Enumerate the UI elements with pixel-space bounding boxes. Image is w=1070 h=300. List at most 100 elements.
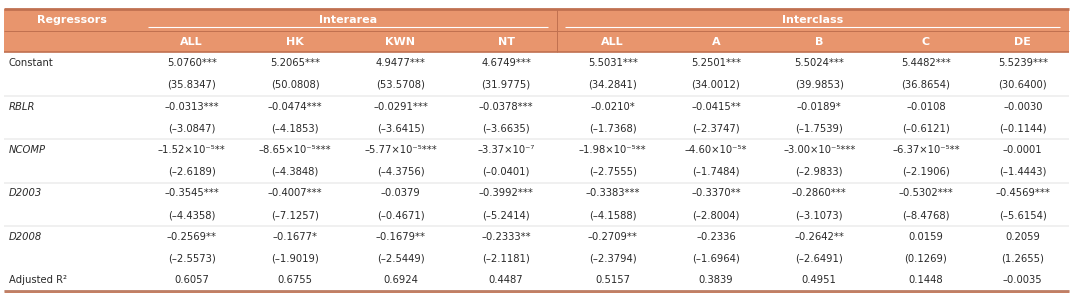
Text: (–4.1588): (–4.1588) — [588, 210, 637, 220]
Text: (–2.5449): (–2.5449) — [377, 254, 425, 263]
Bar — [4, 161, 1069, 182]
Text: C: C — [922, 37, 930, 46]
Text: (–2.1181): (–2.1181) — [483, 254, 530, 263]
Text: (–4.1853): (–4.1853) — [271, 123, 319, 133]
Text: 5.5239***: 5.5239*** — [998, 58, 1048, 68]
Text: (36.8654): (36.8654) — [901, 80, 950, 90]
Text: –0.1677*: –0.1677* — [273, 232, 318, 242]
Bar — [4, 74, 1069, 96]
Text: –0.5302***: –0.5302*** — [899, 188, 953, 198]
Text: –0.3370**: –0.3370** — [691, 188, 740, 198]
Text: (34.0012): (34.0012) — [691, 80, 740, 90]
Text: –0.3992***: –0.3992*** — [478, 188, 534, 198]
Text: –0.2569**: –0.2569** — [167, 232, 217, 242]
Text: –0.2336: –0.2336 — [697, 232, 736, 242]
Text: –0.4569***: –0.4569*** — [995, 188, 1051, 198]
Bar — [4, 226, 1069, 248]
Text: –0.0210*: –0.0210* — [591, 102, 636, 112]
Text: (–1.7484): (–1.7484) — [692, 167, 739, 177]
Text: (–2.6491): (–2.6491) — [795, 254, 843, 263]
Text: HK: HK — [286, 37, 304, 46]
Text: (–0.6121): (–0.6121) — [902, 123, 950, 133]
Text: (–2.3794): (–2.3794) — [588, 254, 637, 263]
Text: –0.0001: –0.0001 — [1003, 145, 1042, 155]
Text: (35.8347): (35.8347) — [167, 80, 216, 90]
Text: (–4.3756): (–4.3756) — [377, 167, 425, 177]
Text: –0.0379: –0.0379 — [381, 188, 421, 198]
Text: 5.5031***: 5.5031*** — [587, 58, 638, 68]
Text: –0.0291***: –0.0291*** — [373, 102, 428, 112]
Text: (–5.6154): (–5.6154) — [999, 210, 1046, 220]
Text: (31.9775): (31.9775) — [482, 80, 531, 90]
Text: RBLR: RBLR — [9, 102, 35, 112]
Text: ALL: ALL — [601, 37, 624, 46]
Text: –0.3545***: –0.3545*** — [165, 188, 219, 198]
Text: –0.0189*: –0.0189* — [797, 102, 842, 112]
Text: KWN: KWN — [385, 37, 415, 46]
Text: (–1.4443): (–1.4443) — [999, 167, 1046, 177]
Text: –0.0415**: –0.0415** — [691, 102, 740, 112]
Text: (–3.0847): (–3.0847) — [168, 123, 215, 133]
Text: 0.0159: 0.0159 — [908, 232, 944, 242]
Text: –4.60×10⁻⁵*: –4.60×10⁻⁵* — [685, 145, 747, 155]
Text: –0.0035: –0.0035 — [1003, 275, 1042, 285]
Text: –6.37×10⁻⁵**: –6.37×10⁻⁵** — [892, 145, 960, 155]
Text: 0.6924: 0.6924 — [383, 275, 418, 285]
Text: 0.6755: 0.6755 — [277, 275, 312, 285]
Text: –0.2709**: –0.2709** — [587, 232, 638, 242]
Text: (–1.7539): (–1.7539) — [795, 123, 843, 133]
Text: –0.2642**: –0.2642** — [794, 232, 844, 242]
Text: Adjusted R²: Adjusted R² — [9, 275, 66, 285]
Text: 0.4951: 0.4951 — [801, 275, 837, 285]
Text: –8.65×10⁻⁵***: –8.65×10⁻⁵*** — [259, 145, 332, 155]
Bar — [4, 9, 1069, 31]
Text: –0.2333**: –0.2333** — [482, 232, 531, 242]
Text: (–0.0401): (–0.0401) — [483, 167, 530, 177]
Text: B: B — [815, 37, 824, 46]
Text: (–1.7368): (–1.7368) — [588, 123, 637, 133]
Text: (–3.1073): (–3.1073) — [795, 210, 843, 220]
Text: NT: NT — [498, 37, 515, 46]
Text: (–2.8004): (–2.8004) — [692, 210, 739, 220]
Bar — [4, 52, 1069, 74]
Text: –0.2860***: –0.2860*** — [792, 188, 846, 198]
Bar — [4, 269, 1069, 291]
Text: Interarea: Interarea — [319, 15, 377, 25]
Text: (–0.1144): (–0.1144) — [999, 123, 1046, 133]
Text: –0.0313***: –0.0313*** — [165, 102, 219, 112]
Text: 0.3839: 0.3839 — [699, 275, 733, 285]
Text: (–5.2414): (–5.2414) — [483, 210, 530, 220]
Text: (–3.6415): (–3.6415) — [377, 123, 425, 133]
Text: 0.4487: 0.4487 — [489, 275, 523, 285]
Text: –1.52×10⁻⁵**: –1.52×10⁻⁵** — [158, 145, 226, 155]
Text: 5.4482***: 5.4482*** — [901, 58, 951, 68]
Text: 0.1448: 0.1448 — [908, 275, 944, 285]
Bar — [4, 248, 1069, 269]
Text: (0.1269): (0.1269) — [904, 254, 947, 263]
Text: (–2.1906): (–2.1906) — [902, 167, 950, 177]
Text: Regressors: Regressors — [36, 15, 107, 25]
Text: (–2.5573): (–2.5573) — [168, 254, 215, 263]
Text: (–2.9833): (–2.9833) — [795, 167, 843, 177]
Text: Constant: Constant — [9, 58, 54, 68]
Text: –3.37×10⁻⁷: –3.37×10⁻⁷ — [477, 145, 535, 155]
Text: –0.0030: –0.0030 — [1003, 102, 1042, 112]
Text: Interclass: Interclass — [782, 15, 843, 25]
Text: (50.0808): (50.0808) — [271, 80, 319, 90]
Text: ALL: ALL — [181, 37, 203, 46]
Text: (1.2655): (1.2655) — [1002, 254, 1044, 263]
Text: –0.0108: –0.0108 — [906, 102, 946, 112]
Text: 0.2059: 0.2059 — [1006, 232, 1040, 242]
Text: –5.77×10⁻⁵***: –5.77×10⁻⁵*** — [364, 145, 437, 155]
Text: D2008: D2008 — [9, 232, 42, 242]
Text: (–1.9019): (–1.9019) — [271, 254, 319, 263]
Text: (34.2841): (34.2841) — [588, 80, 637, 90]
Text: (–2.3747): (–2.3747) — [692, 123, 739, 133]
Text: 0.5157: 0.5157 — [595, 275, 630, 285]
Text: (30.6400): (30.6400) — [998, 80, 1048, 90]
Text: 5.0760***: 5.0760*** — [167, 58, 216, 68]
Text: (–1.6964): (–1.6964) — [692, 254, 739, 263]
Text: (–7.1257): (–7.1257) — [271, 210, 319, 220]
Text: –0.0378***: –0.0378*** — [478, 102, 533, 112]
Text: (–2.6189): (–2.6189) — [168, 167, 215, 177]
